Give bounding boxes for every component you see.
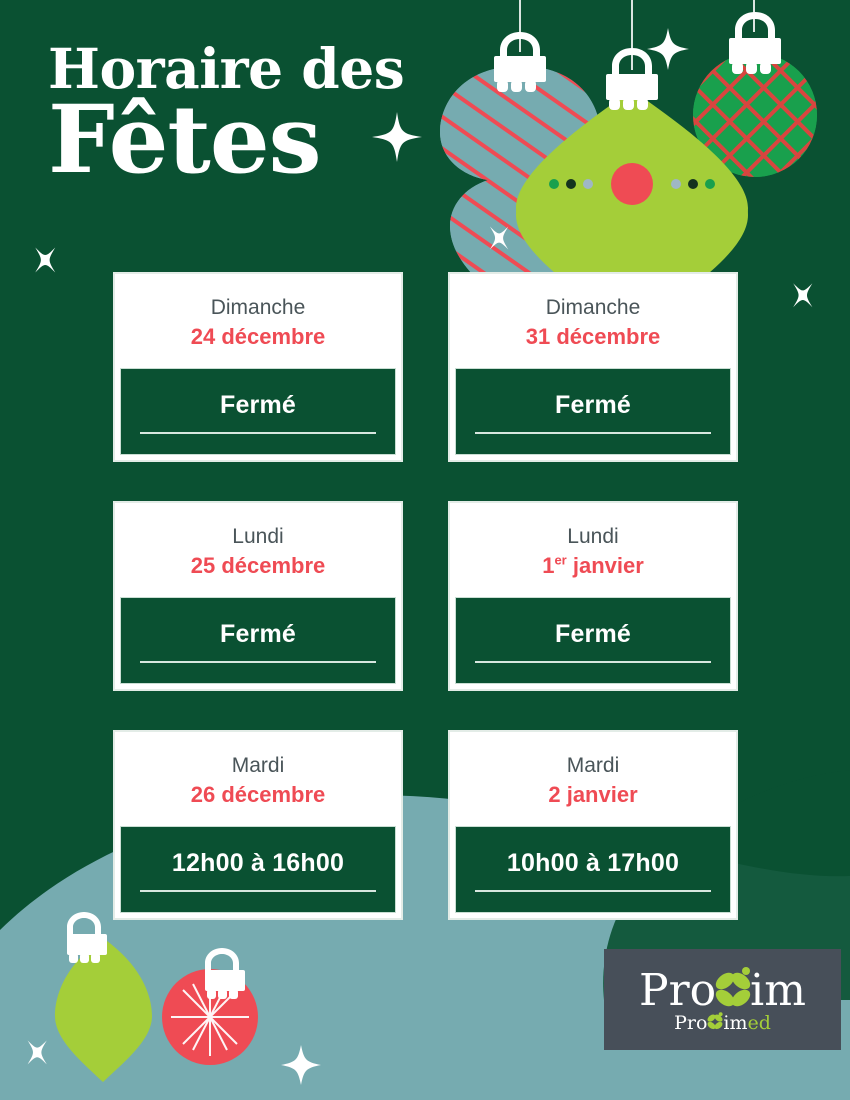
sparkle-icon xyxy=(281,1045,321,1085)
title-line-1: Horaire des xyxy=(48,36,405,101)
x-mark-icon xyxy=(27,1040,47,1065)
card-date-header: Mardi 2 janvier xyxy=(450,732,736,826)
logo-text-im: im xyxy=(750,964,806,1016)
sparkle-icon xyxy=(647,28,689,70)
card-date-label: 25 décembre xyxy=(190,553,326,578)
card-hours-panel: Fermé xyxy=(120,368,396,455)
butterfly-x-icon xyxy=(715,966,751,1006)
card-date-label: 2 janvier xyxy=(548,782,638,807)
x-mark-icon xyxy=(793,283,813,308)
card-date-header: Lundi 1er janvier xyxy=(450,503,736,597)
schedule-card: Lundi 1er janvier Fermé xyxy=(448,501,738,691)
x-mark-icon xyxy=(489,226,509,250)
card-hours-panel: Fermé xyxy=(455,597,731,684)
card-underline xyxy=(140,890,376,892)
card-underline xyxy=(475,661,711,663)
card-date-header: Dimanche 24 décembre xyxy=(115,274,401,368)
card-hours-label: Fermé xyxy=(219,391,297,419)
card-hours-label: Fermé xyxy=(219,620,297,648)
logo-sub-ed: ed xyxy=(747,1011,771,1034)
card-hours-label: Fermé xyxy=(554,620,632,648)
card-hours-label: 12h00 à 16h00 xyxy=(171,849,345,877)
schedule-card: Dimanche 24 décembre Fermé xyxy=(113,272,403,462)
card-underline xyxy=(475,432,711,434)
card-date-label: 31 décembre xyxy=(525,324,661,349)
card-underline xyxy=(140,661,376,663)
card-hours-label: 10h00 à 17h00 xyxy=(506,849,680,877)
butterfly-x-small-icon xyxy=(707,1011,723,1029)
card-date-label: 1er janvier xyxy=(542,552,644,580)
proximed-wordmark: Pro im ed xyxy=(674,1011,771,1034)
page-title: Horaire des Fêtes xyxy=(48,36,405,195)
card-date-label: 24 décembre xyxy=(190,324,326,349)
schedule-card-grid: Dimanche 24 décembre Fermé Dimanche 31 d… xyxy=(113,272,738,920)
card-date-number: 1 xyxy=(542,553,555,578)
card-date-label: 26 décembre xyxy=(190,782,326,807)
card-date-ordinal-suffix: er xyxy=(554,552,567,568)
schedule-card: Mardi 26 décembre 12h00 à 16h00 xyxy=(113,730,403,920)
logo-text-pro: Pro xyxy=(639,964,717,1016)
card-date-header: Mardi 26 décembre xyxy=(115,732,401,826)
logo-sub-pro: Pro xyxy=(674,1011,708,1034)
crosshatch-ball-ornament xyxy=(693,12,817,177)
card-date-header: Dimanche 31 décembre xyxy=(450,274,736,368)
card-day-label: Mardi xyxy=(566,754,620,777)
card-date-header: Lundi 25 décembre xyxy=(115,503,401,597)
logo-sub-im: im xyxy=(723,1011,748,1034)
card-hours-panel: Fermé xyxy=(455,368,731,455)
card-day-label: Dimanche xyxy=(545,296,641,319)
schedule-card: Lundi 25 décembre Fermé xyxy=(113,501,403,691)
card-hours-label: Fermé xyxy=(554,391,632,419)
schedule-card: Mardi 2 janvier 10h00 à 17h00 xyxy=(448,730,738,920)
proxim-logo: Pro im Pro xyxy=(604,949,841,1050)
card-day-label: Lundi xyxy=(567,525,619,548)
card-date-month: janvier xyxy=(566,553,644,578)
card-underline xyxy=(140,432,376,434)
x-mark-icon xyxy=(35,247,56,273)
schedule-card: Dimanche 31 décembre Fermé xyxy=(448,272,738,462)
card-hours-panel: 10h00 à 17h00 xyxy=(455,826,731,913)
card-underline xyxy=(475,890,711,892)
card-hours-panel: 12h00 à 16h00 xyxy=(120,826,396,913)
card-day-label: Mardi xyxy=(231,754,285,777)
teardrop-ornament xyxy=(516,48,748,330)
teardrop-ornament-small xyxy=(55,912,152,1082)
title-line-2: Fêtes xyxy=(48,85,322,195)
card-day-label: Dimanche xyxy=(210,296,306,319)
card-day-label: Lundi xyxy=(232,525,284,548)
proxim-wordmark: Pro im xyxy=(639,964,806,1016)
sparkle-icon xyxy=(372,112,422,162)
starburst-ball-ornament xyxy=(162,948,258,1065)
card-hours-panel: Fermé xyxy=(120,597,396,684)
